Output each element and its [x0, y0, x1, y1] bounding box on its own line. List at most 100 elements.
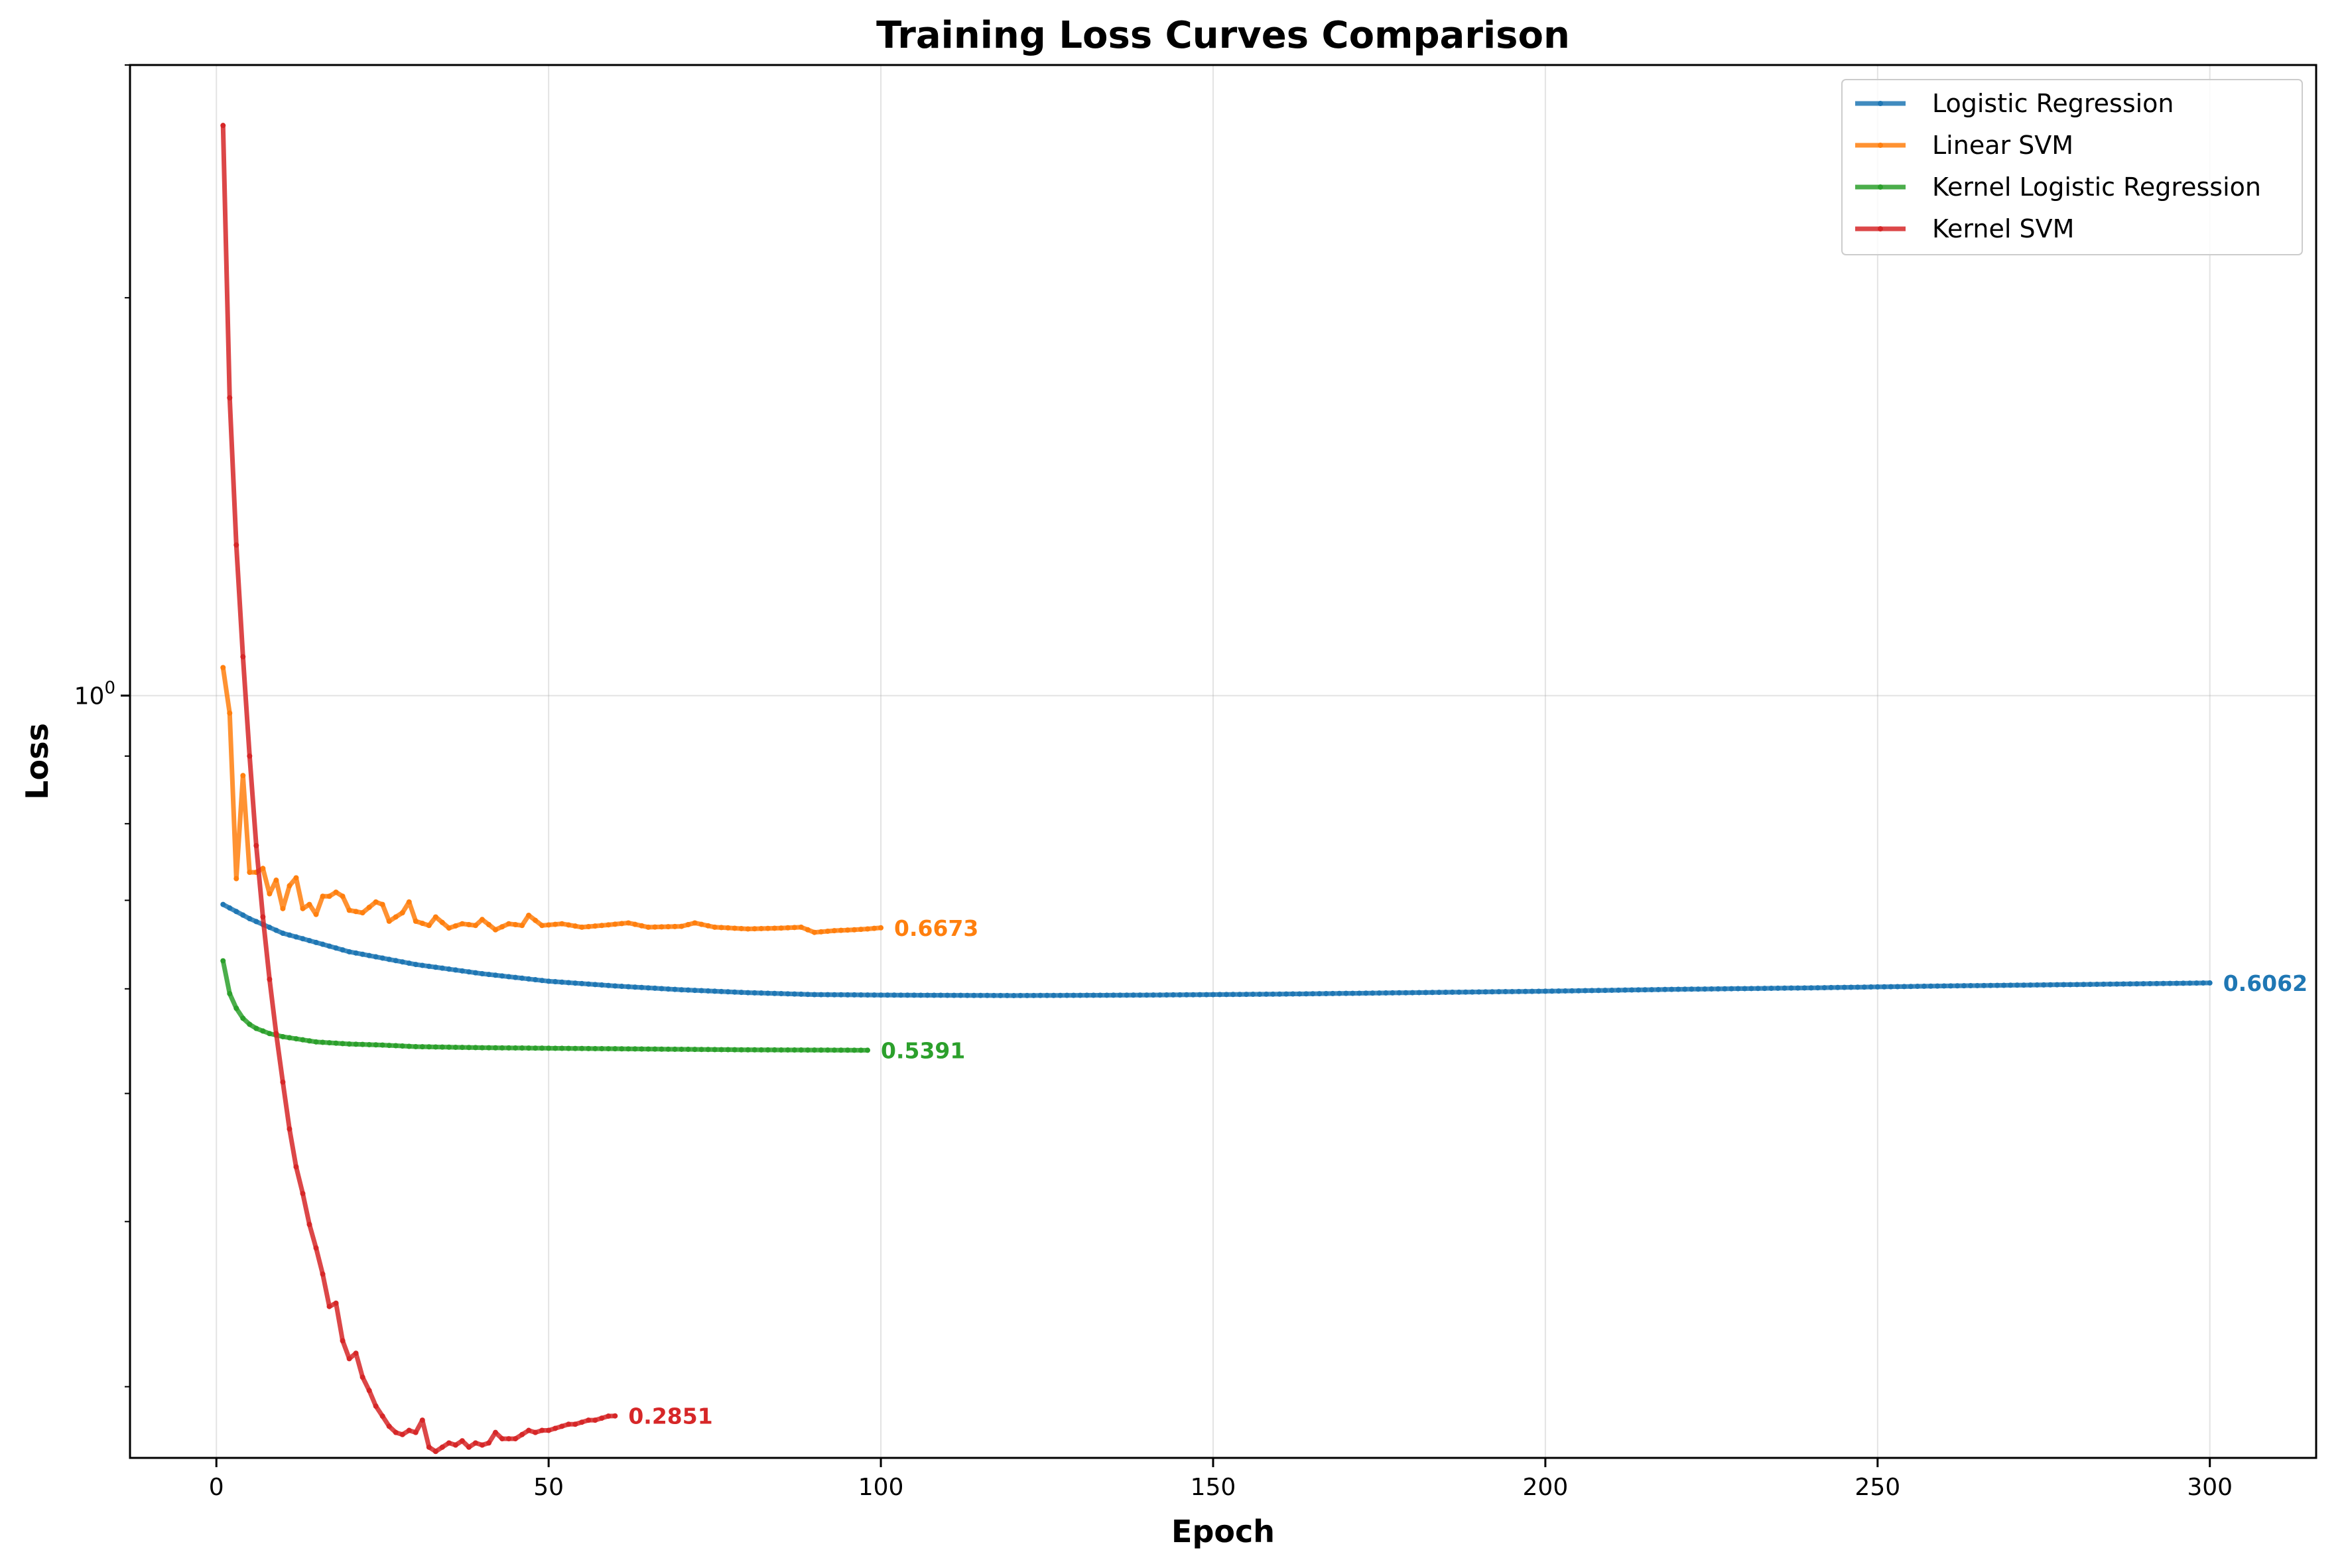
linear-svm-point: [220, 665, 226, 671]
logistic-regression-point: [1994, 982, 2000, 988]
linear-svm-point: [592, 923, 598, 929]
linear-svm-point: [811, 929, 817, 935]
kernel-logistic-regression-point: [625, 1046, 631, 1052]
kernel-svm-point: [553, 1425, 558, 1431]
legend-label-kernel-logistic-regression: Kernel Logistic Regression: [1932, 172, 2261, 202]
logistic-regression-point: [885, 992, 891, 998]
kernel-logistic-regression-point: [446, 1044, 452, 1050]
series-layer: [220, 123, 2213, 1455]
logistic-regression-point: [606, 982, 612, 988]
logistic-regression-point: [612, 983, 618, 989]
logistic-regression-point: [1855, 984, 1860, 990]
logistic-regression-point: [1955, 983, 1961, 989]
kernel-logistic-regression-point: [698, 1047, 704, 1053]
logistic-regression-point: [625, 984, 631, 990]
logistic-regression-point: [991, 992, 997, 998]
x-tick-label: 150: [1191, 1474, 1236, 1501]
kernel-logistic-regression-point: [413, 1043, 419, 1049]
x-axis-label: Epoch: [1171, 1514, 1275, 1549]
logistic-regression-point: [386, 956, 392, 962]
kernel-svm-point: [419, 1417, 425, 1423]
kernel-svm-point: [273, 1031, 279, 1037]
y-axis: 100: [74, 64, 130, 1388]
logistic-regression-point: [1735, 986, 1741, 992]
logistic-regression-point: [1715, 986, 1721, 992]
logistic-regression-point: [1602, 988, 1608, 994]
logistic-regression-point: [1270, 991, 1276, 997]
kernel-svm-final-label: 0.2851: [628, 1404, 712, 1429]
logistic-regression-point: [559, 979, 565, 985]
logistic-regression-point: [426, 963, 432, 969]
kernel-svm-point: [313, 1245, 319, 1251]
logistic-regression-point: [1575, 988, 1581, 994]
kernel-logistic-regression-point: [432, 1044, 438, 1050]
logistic-regression-point: [1216, 992, 1222, 998]
logistic-regression-point: [1084, 992, 1090, 998]
kernel-logistic-regression-point: [506, 1045, 512, 1051]
logistic-regression-point: [253, 919, 259, 925]
logistic-regression-point: [1988, 982, 1994, 988]
logistic-regression-point: [1429, 990, 1435, 996]
kernel-logistic-regression-point: [732, 1047, 738, 1053]
logistic-regression-point: [872, 992, 878, 998]
logistic-regression-point: [998, 992, 1004, 998]
logistic-regression-point: [2154, 980, 2160, 986]
logistic-regression-point: [326, 943, 332, 949]
logistic-regression-point: [1908, 984, 1914, 990]
kernel-logistic-regression-point: [778, 1047, 784, 1053]
logistic-regression-point: [1562, 988, 1568, 994]
legend-marker-logistic-regression: [1878, 101, 1883, 106]
x-axis: 0 50 100 150 200 250 300: [209, 1458, 2233, 1501]
linear-svm-point: [586, 924, 592, 930]
logistic-regression-point: [1496, 989, 1502, 995]
linear-svm-point: [878, 925, 884, 931]
linear-svm-point: [273, 878, 279, 883]
logistic-regression-point: [1768, 986, 1774, 992]
kernel-svm-point: [340, 1338, 346, 1344]
logistic-regression-point: [1629, 987, 1635, 993]
logistic-regression-point: [1975, 982, 1981, 988]
y-tick-label: 100: [74, 679, 115, 710]
linear-svm-point: [645, 924, 651, 930]
linear-svm-point: [838, 927, 844, 933]
linear-svm-point: [818, 929, 824, 935]
logistic-regression-point: [692, 988, 698, 994]
kernel-svm-point: [466, 1444, 472, 1450]
kernel-svm-point: [579, 1419, 585, 1425]
kernel-logistic-regression-point: [479, 1045, 485, 1051]
logistic-regression-point: [1961, 983, 1967, 989]
logistic-regression-point: [1044, 992, 1050, 998]
kernel-svm-point: [373, 1403, 379, 1409]
logistic-regression-point: [1689, 986, 1695, 992]
linear-svm-point: [858, 927, 864, 933]
kernel-logistic-regression-point: [386, 1043, 392, 1049]
kernel-logistic-regression-point: [606, 1046, 612, 1052]
logistic-regression-point: [905, 992, 911, 998]
logistic-regression-point: [1596, 988, 1602, 994]
kernel-logistic-regression-point: [639, 1046, 645, 1052]
logistic-regression-point: [858, 992, 864, 998]
logistic-regression-point: [247, 916, 253, 922]
logistic-regression-point: [1203, 992, 1209, 998]
kernel-logistic-regression-point: [738, 1047, 744, 1053]
logistic-regression-point: [306, 938, 312, 944]
linear-svm-point: [865, 926, 871, 932]
linear-svm-point: [340, 893, 346, 899]
kernel-logistic-regression-point: [619, 1046, 625, 1052]
logistic-regression-point: [1024, 992, 1030, 998]
kernel-logistic-regression-point: [572, 1045, 578, 1051]
kernel-logistic-regression-point: [765, 1047, 771, 1053]
logistic-regression-point: [1237, 992, 1243, 998]
kernel-logistic-regression-point: [493, 1045, 498, 1051]
logistic-regression-point: [340, 947, 346, 953]
logistic-regression-point: [499, 973, 505, 979]
kernel-logistic-regression-point: [280, 1033, 286, 1039]
logistic-regression-point: [751, 990, 757, 996]
logistic-regression-point: [1569, 988, 1575, 994]
linear-svm-point: [393, 914, 399, 920]
kernel-svm-point: [280, 1079, 286, 1085]
logistic-regression-point: [758, 990, 764, 996]
kernel-logistic-regression-point: [851, 1047, 857, 1053]
logistic-regression-point: [432, 964, 438, 970]
logistic-regression-point: [2207, 980, 2213, 986]
